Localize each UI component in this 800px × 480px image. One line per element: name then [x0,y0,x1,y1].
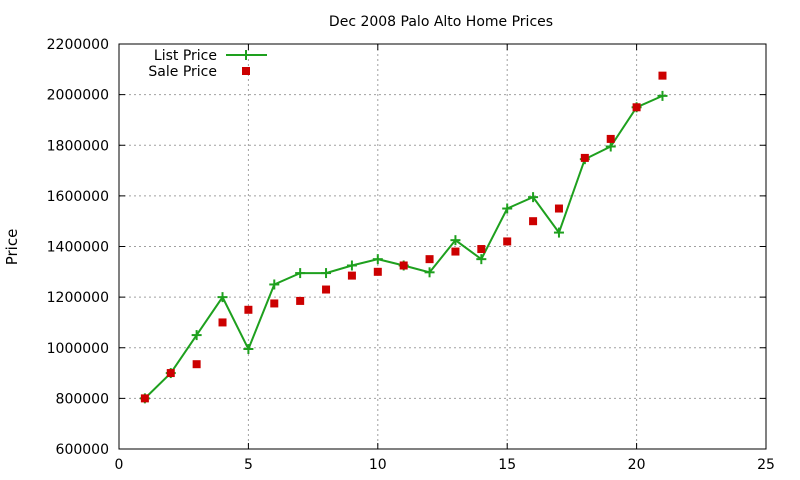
list-price-point [269,279,280,290]
legend-marker-list-price [241,50,251,60]
y-tick-label: 600000 [56,442,109,458]
y-tick-label: 1600000 [47,189,109,205]
tick-labels: 0 5 10 15 20 25 600000 800000 1000000 1200000 1400… [47,37,775,473]
grid [119,44,766,449]
sale-price-point [373,267,382,276]
list-price-point [295,268,306,279]
list-price-point [528,192,539,203]
y-tick-label: 1000000 [47,341,109,357]
list-price-point [424,267,435,278]
list-price-point [450,235,461,246]
sale-price-point [347,271,356,280]
sale-price-point [399,261,408,270]
x-tick-label: 15 [498,457,516,473]
sale-price-point [425,255,434,264]
sale-price-point [451,247,460,256]
sale-price-point [529,217,538,226]
sale-price-point [477,245,486,254]
sale-price-point [140,394,149,403]
sale-price-point [244,305,253,314]
sale-price-point [270,299,279,308]
list-price-point [243,344,254,355]
y-tick-label: 1400000 [47,240,109,256]
list-price-point [372,254,383,265]
list-price-point [502,203,513,214]
sale-price-point [606,134,615,143]
legend-label-list-price: List Price [154,48,217,64]
sale-price-point [658,71,667,80]
x-tick-label: 0 [115,457,124,473]
y-tick-label: 2200000 [47,37,109,53]
list-price-point [346,260,357,271]
sale-price-point [322,285,331,294]
sale-price-point [632,103,641,112]
sale-price-point [166,369,175,378]
y-tick-label: 1800000 [47,138,109,154]
x-tick-label: 10 [369,457,387,473]
list-price-point [217,292,228,303]
sale-price-point [554,204,563,213]
list-price-point [321,268,332,279]
chart-title: Dec 2008 Palo Alto Home Prices [329,14,553,30]
plot-border [118,43,767,450]
x-tick-label: 25 [757,457,775,473]
list-price-point [476,254,487,265]
sale-price-point [218,318,227,327]
series-group [139,71,668,404]
list-price-line [144,94,663,400]
x-tick-label: 20 [628,457,646,473]
y-axis-label: Price [3,229,21,266]
list-price-point [553,227,564,238]
legend: List Price Sale Price [148,48,267,80]
legend-marker-sale-price [242,67,250,75]
y-tick-label: 2000000 [47,88,109,104]
axis-ticks [118,43,767,450]
y-tick-label: 1200000 [47,290,109,306]
legend-label-sale-price: Sale Price [148,64,217,80]
sale-price-point [296,296,305,305]
list-price-point [657,90,668,101]
list-price-point [605,141,616,152]
list-price-point [191,330,202,341]
y-tick-label: 800000 [56,391,109,407]
sale-price-point [503,237,512,246]
sale-price-point [580,153,589,162]
x-tick-label: 5 [244,457,253,473]
sale-price-point [192,360,201,369]
